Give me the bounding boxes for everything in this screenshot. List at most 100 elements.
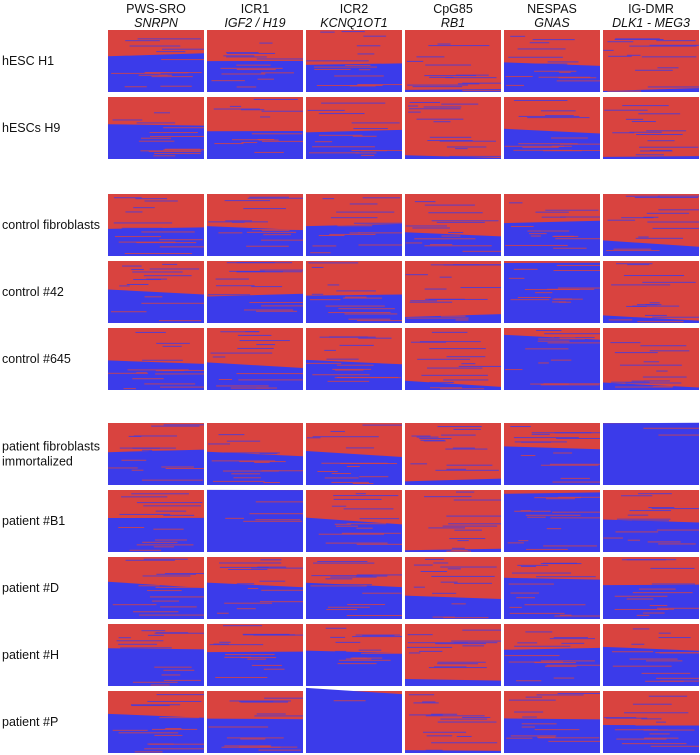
panel-stripe xyxy=(521,726,535,728)
panel-stripe xyxy=(657,195,699,197)
panel-stripe xyxy=(163,669,195,671)
panel-stripe xyxy=(603,49,614,51)
methylation-panel xyxy=(405,261,501,323)
panel-stripe xyxy=(646,130,687,132)
panel-stripe xyxy=(607,41,634,43)
panel-stripe xyxy=(130,704,181,706)
panel-stripe xyxy=(432,616,455,618)
panel-stripe xyxy=(615,386,673,388)
panel-stripe xyxy=(330,430,345,432)
panel-stripe xyxy=(121,227,163,229)
panel-stripe xyxy=(551,145,565,147)
panel-stripe xyxy=(546,288,595,290)
panel-stripe xyxy=(419,341,481,343)
panel-stripe xyxy=(615,531,659,533)
panel-stripe xyxy=(359,69,371,71)
panel-stripe xyxy=(161,48,204,50)
panel-stripe xyxy=(163,424,204,426)
panel-unmethylated xyxy=(306,582,402,619)
panel-stripe xyxy=(112,604,157,606)
row-label: patient #D xyxy=(2,581,59,595)
panel-stripe xyxy=(213,643,229,645)
methylation-panel xyxy=(108,261,204,323)
panel-stripe xyxy=(317,471,338,473)
panel-stripe xyxy=(424,204,475,206)
panel-stripe xyxy=(356,574,402,576)
panel-stripe xyxy=(326,358,359,360)
methylation-panel xyxy=(504,30,600,92)
panel-stripe xyxy=(243,208,286,210)
panel-stripe xyxy=(144,748,204,750)
panel-stripe xyxy=(355,634,401,636)
panel-methylated xyxy=(405,624,501,686)
panel-stripe xyxy=(164,573,204,575)
panel-stripe xyxy=(147,634,164,636)
panel-stripe xyxy=(534,729,580,731)
panel-stripe xyxy=(359,476,389,478)
panel-unmethylated xyxy=(504,220,600,256)
panel-stripe xyxy=(435,643,486,645)
panel-stripe xyxy=(529,42,550,44)
panel-stripe xyxy=(429,381,454,383)
panel-stripe xyxy=(510,426,531,428)
panel-stripe xyxy=(160,386,204,388)
panel-stripe xyxy=(261,470,303,472)
panel-stripe xyxy=(219,641,231,643)
panel-stripe xyxy=(646,212,690,214)
panel-stripe xyxy=(112,729,148,731)
panel-stripe xyxy=(208,443,231,445)
panel-stripe xyxy=(552,481,600,483)
panel-stripe xyxy=(336,290,376,292)
panel-stripe xyxy=(603,717,637,719)
panel-stripe xyxy=(210,352,273,354)
panel-stripe xyxy=(546,528,562,530)
panel-stripe xyxy=(318,134,363,136)
panel-stripe xyxy=(621,217,654,219)
methylation-panel xyxy=(108,328,204,390)
panel-stripe xyxy=(616,518,671,520)
panel-stripe xyxy=(536,694,584,696)
panel-stripe xyxy=(225,220,252,222)
panel-stripe xyxy=(556,80,600,82)
column-region: PWS-SRO xyxy=(126,2,186,16)
row-label: patient fibroblasts xyxy=(2,440,100,454)
panel-stripe xyxy=(603,537,623,539)
panel-stripe xyxy=(556,437,600,439)
methylation-panel xyxy=(405,328,501,390)
panel-stripe xyxy=(133,435,178,437)
panel-stripe xyxy=(154,632,204,634)
panel-stripe xyxy=(632,628,650,630)
panel-stripe xyxy=(226,440,261,442)
panel-stripe xyxy=(333,498,382,500)
panel-stripe xyxy=(648,507,675,509)
row-label: control #645 xyxy=(2,352,71,366)
panel-stripe xyxy=(251,286,283,288)
panel-stripe xyxy=(606,717,648,719)
panel-stripe xyxy=(251,567,303,569)
panel-stripe xyxy=(121,496,168,498)
methylation-panel xyxy=(504,97,600,159)
panel-stripe xyxy=(547,61,579,63)
panel-stripe xyxy=(219,566,269,568)
panel-stripe xyxy=(532,39,575,41)
panel-methylated xyxy=(405,423,501,485)
panel-stripe xyxy=(448,232,464,234)
panel-stripe xyxy=(220,331,260,333)
panel-stripe xyxy=(353,222,402,224)
panel-stripe xyxy=(312,146,375,148)
row-label: patient #P xyxy=(2,715,58,729)
panel-stripe xyxy=(510,592,540,594)
panel-stripe xyxy=(641,672,691,674)
panel-stripe xyxy=(236,262,275,264)
panel-stripe xyxy=(649,149,672,151)
panel-stripe xyxy=(462,250,501,252)
panel-stripe xyxy=(341,532,401,534)
panel-stripe xyxy=(613,248,652,250)
methylation-panel xyxy=(108,624,204,686)
panel-stripe xyxy=(625,195,660,197)
panel-stripe xyxy=(256,310,298,312)
panel-stripe xyxy=(218,434,245,436)
panel-stripe xyxy=(647,221,699,223)
panel-stripe xyxy=(652,227,699,229)
panel-stripe xyxy=(538,737,600,739)
